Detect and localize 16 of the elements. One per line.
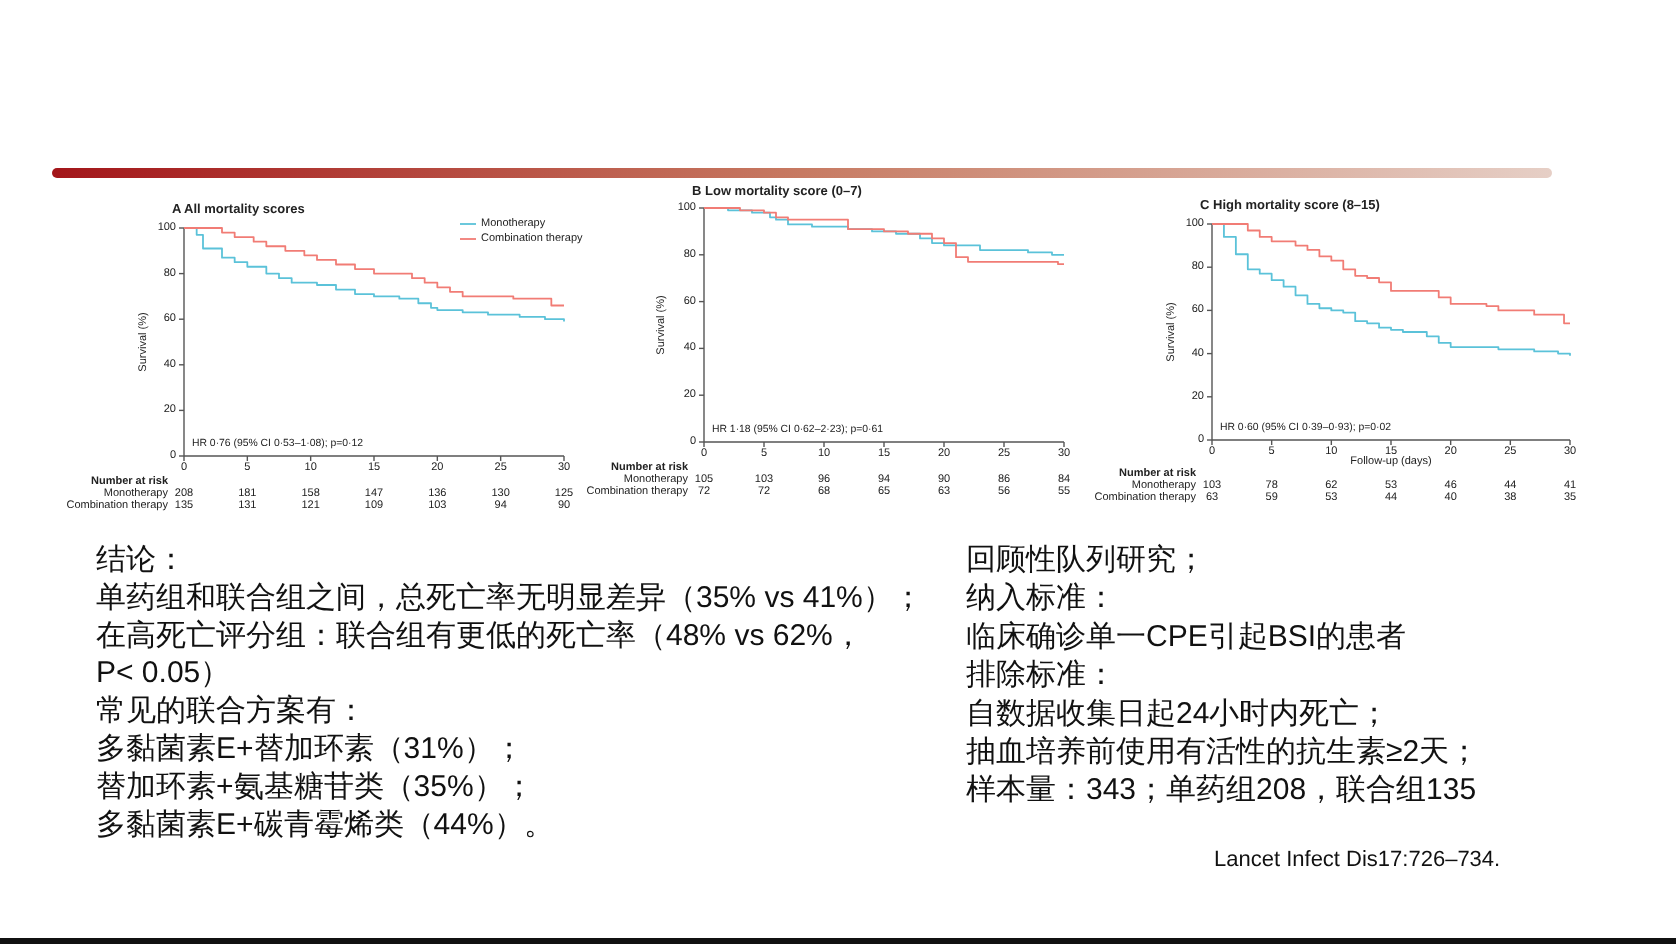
- text: 单药组和联合组之间，总死亡率无明显差异（35% vs 41%）；: [96, 580, 923, 615]
- text: 回顾性队列研究；: [966, 543, 1206, 577]
- text: Lancet Infect Dis17:726–734.: [1214, 848, 1501, 872]
- text: 纳入标准：: [966, 581, 1116, 616]
- text: 样本量：343；单药组208，联合组135: [966, 773, 1477, 808]
- text: 自数据收集日起24小时内死亡；: [966, 696, 1390, 731]
- text: 结论：: [96, 543, 186, 577]
- text: 多黏菌素E+替加环素（31%）；: [96, 732, 524, 766]
- text: P< 0.05）: [96, 656, 231, 691]
- text: 常见的联合方案有：: [96, 694, 366, 729]
- text: 替加环素+氨基糖苷类（35%）；: [96, 769, 534, 804]
- text: 排除标准：: [966, 658, 1116, 693]
- text: 多黏菌素E+碳青霉烯类（44%）。: [96, 807, 554, 842]
- text: 在高死亡评分组：联合组有更低的死亡率（48% vs 62%，: [96, 618, 863, 653]
- text: 临床确诊单一CPE引起BSI的患者: [966, 619, 1407, 654]
- text: 抽血培养前使用有活性的抗生素≥2天；: [966, 735, 1480, 769]
